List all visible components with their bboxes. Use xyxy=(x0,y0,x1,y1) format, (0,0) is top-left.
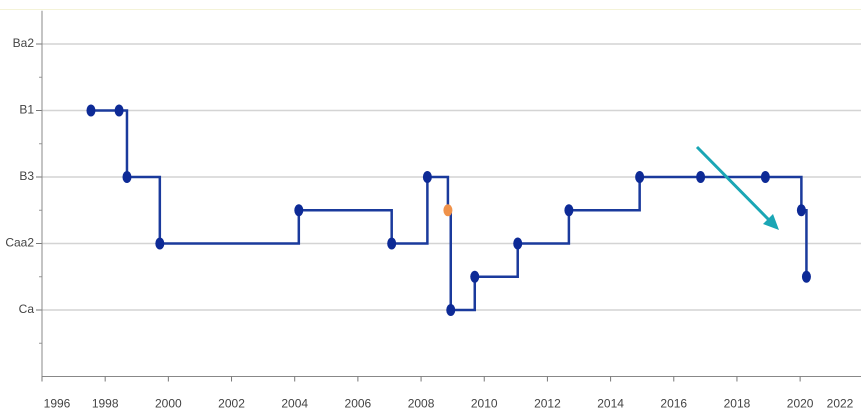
data-point xyxy=(155,237,165,250)
x-tick-label: 2020 xyxy=(787,397,814,411)
data-point xyxy=(443,204,453,217)
axes: Ba2 B1 B3 Caa2 Ca 1996 1998 2000 2002 2004 2006 200… xyxy=(5,10,861,411)
x-tick-label: 2004 xyxy=(281,397,308,411)
y-tick-label: B3 xyxy=(19,169,34,183)
arrow-shaft xyxy=(695,145,772,223)
trend-arrow xyxy=(695,145,779,230)
y-tick-label: Ba2 xyxy=(13,36,35,50)
data-point xyxy=(114,104,124,117)
x-tick-label: 2006 xyxy=(345,397,372,411)
data-point xyxy=(122,171,132,183)
y-tick-label: Ca xyxy=(19,302,35,316)
data-point xyxy=(387,237,397,250)
x-tick-label: 2010 xyxy=(471,397,498,411)
data-point xyxy=(422,171,432,183)
data-point xyxy=(470,270,480,283)
x-tick-label: 2016 xyxy=(660,397,687,411)
data-point xyxy=(635,171,645,183)
data-point xyxy=(760,171,770,183)
data-point xyxy=(796,204,806,217)
data-point xyxy=(86,104,96,117)
data-point xyxy=(446,304,456,316)
x-tick-label: 1998 xyxy=(92,397,119,411)
x-tick-label: 2018 xyxy=(724,397,751,411)
data-point xyxy=(696,171,706,183)
data-point xyxy=(513,237,523,250)
y-tick-label: Caa2 xyxy=(5,236,34,250)
arrow-head xyxy=(763,214,779,230)
x-tick-label: 2000 xyxy=(155,397,182,411)
x-tick-label: 2014 xyxy=(597,397,624,411)
data-point xyxy=(801,270,811,283)
x-tick-label: 1996 xyxy=(44,397,71,411)
x-tick-label: 2002 xyxy=(218,397,245,411)
x-tick-label: 2008 xyxy=(408,397,435,411)
plot xyxy=(86,104,811,316)
data-point xyxy=(564,204,574,217)
y-tick-label: B1 xyxy=(19,103,34,117)
x-tick-label: 2012 xyxy=(534,397,561,411)
x-tick-label: 2022 xyxy=(827,397,854,411)
data-point xyxy=(294,204,304,217)
step-line xyxy=(90,109,808,312)
